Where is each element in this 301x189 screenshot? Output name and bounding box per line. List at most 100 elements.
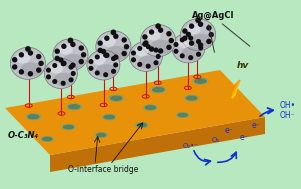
- Circle shape: [46, 67, 51, 73]
- Circle shape: [149, 29, 154, 35]
- Circle shape: [182, 28, 188, 34]
- Circle shape: [28, 71, 33, 77]
- Circle shape: [196, 39, 201, 44]
- Circle shape: [149, 46, 154, 52]
- Ellipse shape: [152, 87, 165, 93]
- Circle shape: [88, 66, 94, 71]
- Ellipse shape: [27, 114, 40, 119]
- Circle shape: [79, 45, 84, 51]
- Text: O-C₃N₄: O-C₃N₄: [8, 131, 39, 140]
- Circle shape: [188, 36, 193, 41]
- Ellipse shape: [177, 37, 191, 48]
- Circle shape: [198, 22, 203, 27]
- Ellipse shape: [96, 64, 117, 78]
- Ellipse shape: [194, 78, 207, 84]
- Circle shape: [182, 36, 188, 41]
- Circle shape: [180, 53, 185, 58]
- Ellipse shape: [181, 47, 202, 61]
- Text: e⁻: e⁻: [240, 133, 249, 142]
- Circle shape: [142, 41, 147, 47]
- Circle shape: [81, 52, 86, 57]
- Circle shape: [154, 60, 159, 65]
- Circle shape: [19, 52, 24, 57]
- Ellipse shape: [53, 73, 74, 86]
- Circle shape: [54, 48, 60, 54]
- Ellipse shape: [67, 103, 82, 110]
- Polygon shape: [232, 88, 237, 98]
- Text: O₂: O₂: [212, 137, 220, 143]
- Circle shape: [188, 55, 193, 60]
- Ellipse shape: [58, 44, 73, 55]
- Circle shape: [111, 56, 116, 61]
- Circle shape: [166, 45, 172, 50]
- Circle shape: [68, 77, 73, 82]
- Circle shape: [28, 50, 33, 56]
- Ellipse shape: [143, 105, 157, 111]
- Circle shape: [61, 61, 67, 66]
- Ellipse shape: [136, 123, 147, 127]
- Ellipse shape: [151, 86, 166, 93]
- Circle shape: [206, 39, 212, 44]
- Ellipse shape: [185, 95, 198, 101]
- Circle shape: [36, 54, 42, 59]
- Circle shape: [19, 69, 24, 75]
- Ellipse shape: [109, 95, 124, 101]
- Circle shape: [71, 71, 76, 76]
- Ellipse shape: [45, 59, 77, 88]
- Circle shape: [61, 61, 66, 66]
- Ellipse shape: [110, 95, 123, 101]
- Circle shape: [189, 23, 194, 29]
- Ellipse shape: [129, 41, 163, 71]
- Ellipse shape: [92, 54, 106, 65]
- Circle shape: [173, 42, 178, 47]
- Circle shape: [122, 51, 127, 56]
- Text: e⁻: e⁻: [225, 126, 234, 135]
- Circle shape: [68, 65, 73, 70]
- Circle shape: [36, 67, 42, 73]
- Ellipse shape: [101, 36, 116, 47]
- Circle shape: [103, 72, 108, 77]
- Circle shape: [52, 63, 57, 68]
- Text: O-interface bridge: O-interface bridge: [68, 165, 138, 174]
- Circle shape: [180, 37, 185, 43]
- Polygon shape: [232, 80, 240, 98]
- Ellipse shape: [135, 122, 148, 128]
- Circle shape: [101, 49, 106, 54]
- Circle shape: [61, 44, 67, 49]
- Circle shape: [104, 53, 110, 58]
- Circle shape: [198, 45, 203, 50]
- Circle shape: [122, 37, 127, 43]
- Circle shape: [54, 56, 60, 61]
- Ellipse shape: [146, 29, 160, 41]
- Circle shape: [195, 17, 201, 23]
- Ellipse shape: [141, 25, 176, 57]
- Circle shape: [95, 54, 100, 60]
- Circle shape: [46, 74, 51, 79]
- Circle shape: [79, 59, 84, 64]
- Circle shape: [110, 29, 116, 35]
- Circle shape: [131, 57, 136, 62]
- Circle shape: [137, 46, 142, 51]
- Ellipse shape: [102, 114, 116, 120]
- Circle shape: [166, 31, 172, 36]
- Ellipse shape: [16, 52, 30, 63]
- Text: OH•: OH•: [280, 101, 296, 110]
- Circle shape: [70, 63, 76, 68]
- Circle shape: [154, 47, 159, 53]
- Circle shape: [98, 40, 103, 46]
- Circle shape: [155, 23, 161, 29]
- Circle shape: [58, 57, 64, 63]
- Ellipse shape: [20, 63, 42, 77]
- Ellipse shape: [135, 46, 148, 57]
- Ellipse shape: [105, 46, 128, 60]
- Circle shape: [38, 61, 44, 66]
- Ellipse shape: [42, 137, 53, 141]
- Circle shape: [146, 64, 151, 69]
- Circle shape: [158, 27, 163, 33]
- Ellipse shape: [172, 33, 205, 63]
- Circle shape: [111, 69, 116, 74]
- Ellipse shape: [53, 39, 88, 71]
- Ellipse shape: [103, 115, 115, 120]
- Ellipse shape: [176, 112, 189, 118]
- Circle shape: [169, 38, 174, 43]
